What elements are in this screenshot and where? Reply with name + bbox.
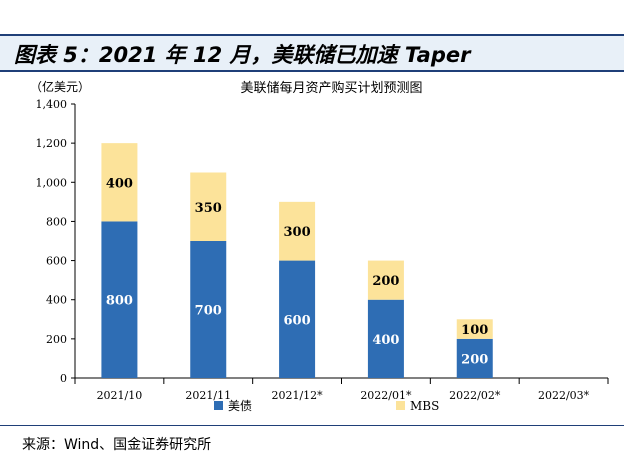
stacked-bar-chart: 美联储每月资产购买计划预测图 （亿美元） 0 200 400 600 800 1,000 1,2…	[30, 79, 609, 413]
legend-label: 美债	[228, 399, 252, 413]
bar-segment	[367, 299, 404, 378]
bar-segment	[190, 172, 227, 241]
data-label: 350	[195, 201, 222, 216]
y-tick-label: 0	[60, 372, 67, 385]
x-tick-label: 2021/11	[185, 389, 231, 402]
data-label: 600	[284, 313, 311, 328]
x-tick-label: 2021/12*	[271, 389, 323, 402]
data-label: 100	[461, 323, 488, 338]
bar-segment	[190, 241, 227, 378]
data-label: 400	[106, 176, 133, 191]
unit-label: （亿美元）	[30, 79, 90, 94]
legend-swatch	[214, 401, 223, 410]
y-tick-label: 1,200	[36, 137, 68, 150]
y-tick-label: 600	[46, 255, 67, 268]
bar-segment	[367, 260, 404, 300]
chart-title: 美联储每月资产购买计划预测图	[240, 80, 422, 96]
bar-segment	[101, 221, 138, 378]
data-label: 200	[372, 274, 399, 289]
bar-segment	[279, 260, 316, 378]
x-tick-label: 2022/01*	[360, 389, 412, 402]
data-label: 800	[106, 294, 133, 309]
y-tick-label: 200	[46, 333, 67, 346]
legend-label: MBS	[410, 399, 439, 413]
bar-segment	[279, 201, 316, 261]
bar-segment	[456, 338, 493, 378]
figure-source: 来源：Wind、国金证券研究所	[22, 437, 212, 453]
bottom-rule	[0, 425, 624, 426]
y-tick-label: 1,000	[36, 176, 68, 189]
bar-segment	[456, 319, 493, 339]
y-tick-label: 800	[46, 215, 67, 228]
figure-title: 图表 5：2021 年 12 月，美联储已加速 Taper	[14, 43, 471, 67]
data-label: 400	[372, 333, 399, 348]
data-label: 700	[195, 304, 222, 319]
y-tick-label: 1,400	[36, 98, 68, 111]
y-tick-label: 400	[46, 294, 67, 307]
x-tick-label: 2021/10	[97, 389, 143, 402]
bar-segment	[101, 143, 138, 222]
data-label: 200	[461, 352, 488, 367]
data-label: 300	[284, 225, 311, 240]
figure-header: 图表 5：2021 年 12 月，美联储已加速 Taper	[0, 34, 624, 72]
legend-swatch	[396, 401, 405, 410]
x-tick-label: 2022/03*	[538, 389, 590, 402]
x-tick-label: 2022/02*	[449, 389, 501, 402]
